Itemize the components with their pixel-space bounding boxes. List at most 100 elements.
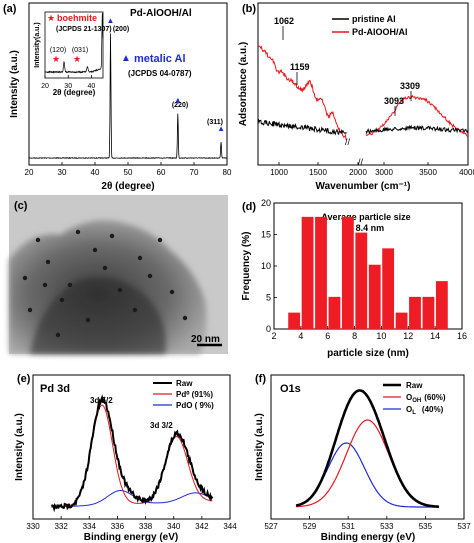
panel-e-xlabel: Binding energy (eV)	[84, 532, 178, 543]
panel-d-y-tick-label: 0	[266, 324, 271, 334]
panel-a-inset-x-tick-label: 20	[41, 83, 49, 90]
panel-a-inset-line	[44, 13, 104, 74]
panel-d-x-tick-label: 12	[403, 331, 413, 341]
histogram-bar	[409, 296, 421, 329]
legend-pd-alooh: Pd-AlOOH/Al	[352, 27, 408, 37]
tem-nanoparticle	[27, 307, 33, 313]
tem-nanoparticle	[45, 259, 51, 265]
legend-ooh: OOH (60%)	[406, 393, 446, 404]
panel-b-x-tick-label: 3000	[375, 168, 393, 177]
peak-label-311: (311)	[207, 119, 223, 126]
legend-raw: Raw	[176, 379, 193, 388]
annot-1062: 1062	[274, 16, 294, 26]
panel-b-xlabel: Wavenumber (cm⁻¹)	[316, 181, 411, 192]
annot-3d32: 3d 3/2	[150, 421, 173, 430]
panel-c-label: (c)	[14, 200, 28, 212]
tem-nanoparticle	[85, 317, 91, 323]
legend-boehmite-ref: (JCPDS 21-1307)	[56, 26, 112, 33]
panel-d-label: (d)	[242, 201, 256, 213]
histogram-bar	[341, 216, 354, 329]
panel-d-y-tick-label: 20	[261, 198, 271, 208]
annot-3d52: 3d 5/2	[90, 396, 113, 405]
tem-nanoparticle	[92, 247, 98, 253]
histogram-bar	[395, 312, 408, 329]
panel-f-raw-line	[295, 389, 439, 508]
panel-a-xrd-line	[28, 33, 228, 160]
panel-d-ylabel: Frequency (%)	[241, 232, 252, 301]
histogram-bar	[328, 296, 341, 329]
legend-pristine: pristine Al	[352, 14, 396, 24]
panel-a-x-tick-label: 20	[25, 168, 34, 177]
legend-pd0: Pd⁰ (91%)	[176, 390, 213, 399]
panel-a-inset-frame	[44, 11, 104, 79]
panel-a-label: (a)	[3, 3, 17, 15]
panel-d-y-tick-label: 5	[266, 293, 271, 303]
panel-d-title-line1: Average particle size	[321, 212, 410, 222]
panel-d-x-tick-label: 4	[298, 331, 303, 341]
axis-break-mark: //	[358, 157, 364, 167]
tem-dense-region	[30, 277, 166, 354]
panel-e-title: Pd 3d	[40, 383, 70, 395]
panel-a-inset-xlabel: 2θ (degree)	[53, 88, 96, 97]
panel-f-xlabel: Binding energy (eV)	[321, 532, 415, 543]
panel-d-xlabel: particle size (nm)	[327, 348, 409, 359]
tem-nanoparticle	[102, 265, 108, 271]
tem-nanoparticle	[35, 237, 41, 243]
panel-e-ylabel: Intensity (a.u.)	[14, 413, 25, 481]
panel-e-label: (e)	[17, 373, 31, 385]
panel-d: (d) Average particle size = 8.4 nm 2 4 6 8 1…	[241, 198, 467, 359]
panel-e-x-tick-label: 332	[54, 522, 68, 531]
panel-f-x-tick-label: 529	[303, 522, 317, 531]
legend-raw-f: Raw	[406, 381, 423, 390]
panel-b-x-tick-label: 1500	[309, 168, 327, 177]
panel-e-x-tick-label: 342	[195, 522, 209, 531]
panel-e-x-tick-label: 330	[26, 522, 40, 531]
inset-peak-120: (120)	[50, 47, 66, 54]
panel-f-ylabel: Intensity (a.u.)	[254, 413, 265, 481]
panel-a-x-tick-label: 80	[223, 168, 232, 177]
panel-f-x-tick-label: 527	[264, 522, 278, 531]
panel-a-x-tick-label: 60	[157, 168, 166, 177]
panel-b-x-tick-label: 3500	[419, 168, 437, 177]
panel-c: (c) 20 nm	[9, 195, 228, 354]
tem-nanoparticle	[22, 275, 28, 281]
panel-a-title: Pd-AlOOH/Al	[130, 8, 192, 19]
histogram-bar	[422, 296, 435, 329]
peak-label-220: (220)	[172, 102, 188, 109]
panel-a-inset-x-tick-label: 40	[88, 83, 96, 90]
panel-f-x-tick-label: 537	[457, 522, 471, 531]
inset-star-marker: ★	[52, 54, 60, 64]
panel-e-x-tick-label: 344	[223, 522, 237, 531]
tem-nanoparticle	[117, 287, 123, 293]
legend-pdo: PdO ( 9%)	[176, 401, 214, 410]
panel-f-x-tick-label: 531	[342, 522, 356, 531]
panel-b-pristine-line	[258, 119, 347, 136]
legend-ol: OL (40%)	[406, 405, 444, 416]
panel-a: (a) Pd-AlOOH/Al 20 30 40 50 60 70 80 2θ (degre…	[3, 2, 232, 192]
panel-d-x-tick-label: 6	[325, 331, 330, 341]
tem-nanoparticle	[75, 229, 81, 235]
panel-d-title-line2: = 8.4 nm	[348, 223, 384, 233]
triangle-icon: ▲	[107, 16, 115, 25]
annot-3093: 3093	[384, 96, 404, 106]
triangle-icon: ▲	[174, 95, 182, 104]
panel-e: (e) Pd 3d Intensity (a.u.) Binding energ…	[14, 373, 237, 543]
annot-1159: 1159	[290, 62, 310, 72]
panel-b-x-tick-label: 4000	[459, 168, 474, 177]
axis-break-mark: //	[345, 137, 351, 147]
panel-f-label: (f)	[255, 373, 266, 385]
panel-d-x-tick-label: 14	[430, 331, 440, 341]
tem-nanoparticle	[169, 289, 175, 295]
panel-b-x-tick-label: 2000	[349, 168, 367, 177]
panel-d-x-tick-label: 8	[352, 331, 357, 341]
panel-b-pd-alooh-line	[257, 44, 347, 141]
panel-f: (f) O1s Intensity (a.u.) Binding energy …	[254, 373, 471, 543]
inset-star-marker: ★	[73, 54, 81, 64]
tem-nanoparticle	[55, 332, 61, 338]
tem-nanoparticle	[67, 282, 73, 288]
triangle-icon: ▲	[217, 124, 225, 133]
panel-a-x-tick-label: 30	[58, 168, 67, 177]
panel-b: (b) Adsorbance (a.u.) Wavenumber (cm⁻¹) …	[238, 2, 474, 192]
inset-peak-031: (031)	[72, 47, 88, 54]
panel-e-raw-line	[51, 394, 214, 513]
